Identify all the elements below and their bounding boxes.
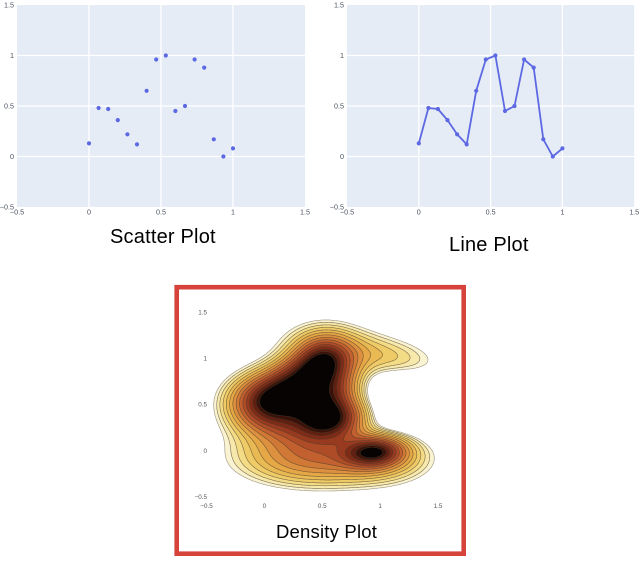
svg-text:1: 1: [378, 503, 382, 510]
svg-text:0.5: 0.5: [4, 102, 14, 111]
svg-text:1.5: 1.5: [300, 208, 310, 217]
svg-text:1.5: 1.5: [434, 503, 443, 510]
svg-text:1: 1: [10, 51, 14, 60]
svg-text:−0.5: −0.5: [330, 203, 344, 212]
svg-text:1.5: 1.5: [198, 310, 207, 317]
svg-text:0: 0: [340, 152, 344, 161]
svg-text:0.5: 0.5: [156, 208, 166, 217]
svg-text:1: 1: [203, 356, 207, 363]
svg-text:−0.5: −0.5: [195, 494, 208, 501]
svg-text:0: 0: [417, 208, 421, 217]
svg-text:0.5: 0.5: [318, 503, 327, 510]
svg-text:−0.5: −0.5: [10, 208, 24, 217]
svg-text:−0.5: −0.5: [340, 208, 354, 217]
svg-text:1.5: 1.5: [334, 1, 344, 10]
svg-text:0: 0: [87, 208, 91, 217]
svg-text:1: 1: [231, 208, 235, 217]
svg-text:0.5: 0.5: [198, 402, 207, 409]
svg-text:0.5: 0.5: [334, 102, 344, 111]
svg-text:0: 0: [203, 448, 207, 455]
svg-text:1: 1: [560, 208, 564, 217]
svg-text:−0.5: −0.5: [200, 503, 213, 510]
svg-text:−0.5: −0.5: [0, 203, 14, 212]
svg-text:0: 0: [263, 503, 267, 510]
svg-text:1.5: 1.5: [629, 208, 639, 217]
svg-text:0.5: 0.5: [486, 208, 496, 217]
svg-text:0: 0: [10, 152, 14, 161]
svg-text:1: 1: [340, 51, 344, 60]
svg-text:1.5: 1.5: [4, 1, 14, 10]
